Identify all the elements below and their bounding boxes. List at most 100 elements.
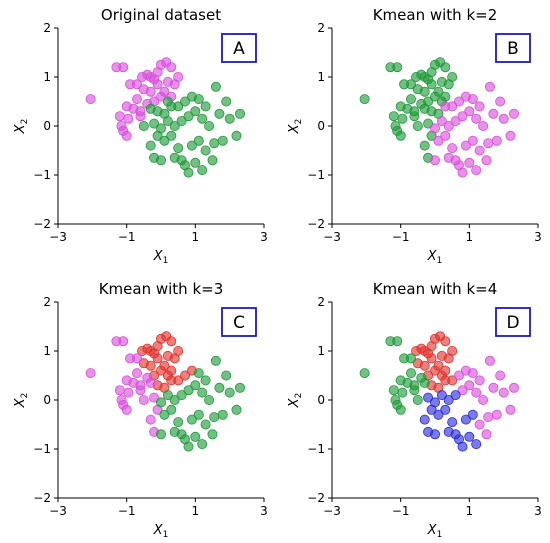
data-point (217, 409, 228, 420)
data-point (478, 121, 489, 132)
data-point (116, 394, 127, 405)
data-point (484, 81, 495, 92)
data-point (419, 360, 430, 371)
y-tick-label: −1 (307, 442, 325, 456)
x-tick-label: −1 (392, 230, 410, 244)
data-point (491, 409, 502, 420)
data-point (426, 353, 437, 364)
data-point (135, 380, 146, 391)
data-point (224, 387, 235, 398)
data-point (197, 387, 208, 398)
data-point (162, 116, 173, 127)
data-point (460, 414, 471, 425)
data-point (447, 101, 458, 112)
data-point (433, 409, 444, 420)
data-point (440, 336, 451, 347)
data-point (155, 365, 166, 376)
y-tick-label: 0 (43, 119, 51, 133)
data-point (405, 353, 416, 364)
y-tick-label: −2 (33, 491, 51, 505)
data-point (176, 116, 187, 127)
x-tick-label: 3 (260, 504, 268, 518)
data-point (183, 385, 194, 396)
data-point (200, 101, 211, 112)
data-point (464, 380, 475, 391)
y-axis-label-main: X (287, 123, 302, 134)
data-point (159, 409, 170, 420)
data-point (436, 116, 447, 127)
data-point (491, 135, 502, 146)
data-point (173, 345, 184, 356)
panel-letter-box (221, 307, 257, 337)
x-tick-label: −3 (49, 504, 67, 518)
data-point (204, 121, 215, 132)
data-point (467, 94, 478, 105)
data-point (138, 394, 149, 405)
data-point (221, 370, 232, 381)
data-point (200, 375, 211, 386)
data-point (217, 135, 228, 146)
data-point (423, 392, 434, 403)
data-point (412, 394, 423, 405)
data-point (440, 404, 451, 415)
data-point (474, 375, 485, 386)
data-point (450, 390, 461, 401)
y-tick-label: 1 (43, 344, 51, 358)
x-tick-label: 1 (466, 230, 474, 244)
y-tick-label: 1 (317, 344, 325, 358)
x-axis-label-subscript: 1 (437, 530, 443, 540)
data-point (234, 108, 245, 119)
y-tick-label: −2 (307, 217, 325, 231)
x-tick-label: −3 (323, 504, 341, 518)
data-point (200, 145, 211, 156)
data-point (131, 353, 142, 364)
data-point (474, 419, 485, 430)
data-point (457, 441, 468, 452)
data-point (149, 392, 160, 403)
x-tick-label: 1 (192, 504, 200, 518)
data-point (464, 157, 475, 168)
data-point (440, 62, 451, 73)
data-point (436, 390, 447, 401)
data-point (231, 130, 242, 141)
scatter-points (359, 331, 519, 452)
x-axis-label-subscript: 1 (163, 530, 169, 540)
data-point (443, 152, 454, 163)
x-tick-label: 3 (534, 504, 542, 518)
data-point (392, 336, 403, 347)
data-point (390, 394, 401, 405)
data-point (173, 72, 184, 83)
y-tick-label: −2 (307, 491, 325, 505)
data-point (166, 130, 177, 141)
data-point (405, 368, 416, 379)
data-point (426, 404, 437, 415)
data-point (162, 96, 173, 107)
data-point (183, 167, 194, 178)
data-point (397, 387, 408, 398)
data-point (443, 426, 454, 437)
data-point (123, 387, 134, 398)
data-point (114, 111, 125, 122)
data-point (155, 91, 166, 102)
data-point (409, 106, 420, 117)
data-point (145, 414, 156, 425)
data-point (118, 336, 129, 347)
data-point (419, 140, 430, 151)
data-point (149, 118, 160, 129)
x-tick-label: 3 (260, 230, 268, 244)
x-axis-label: X1 (427, 249, 443, 266)
x-tick-label: −3 (49, 230, 67, 244)
data-point (173, 417, 184, 428)
data-point (457, 167, 468, 178)
data-point (145, 377, 156, 388)
data-point (390, 121, 401, 132)
data-point (131, 368, 142, 379)
data-point (412, 121, 423, 132)
data-point (85, 94, 96, 105)
y-tick-label: 1 (43, 70, 51, 84)
data-point (145, 360, 156, 371)
data-point (190, 380, 201, 391)
data-point (183, 441, 194, 452)
y-tick-label: 2 (43, 21, 51, 35)
